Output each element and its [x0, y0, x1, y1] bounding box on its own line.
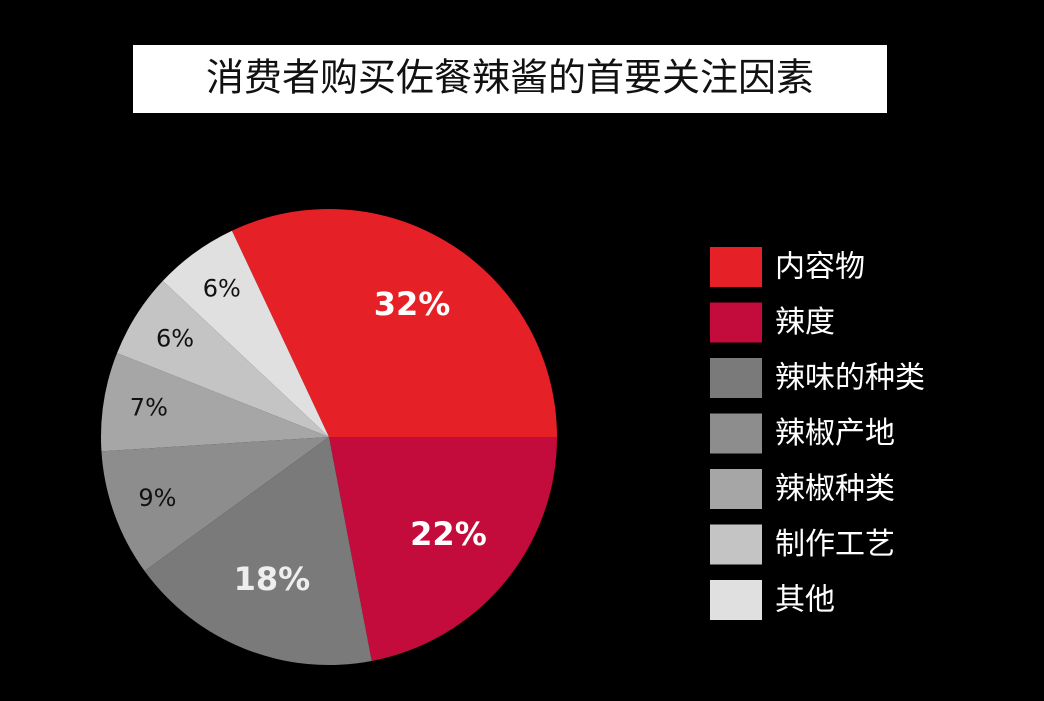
chart-title: 消费者购买佐餐辣酱的首要关注因素: [206, 56, 814, 100]
legend-label: 内容物: [775, 250, 865, 285]
legend-swatch: [710, 413, 762, 454]
legend-swatch: [710, 469, 762, 509]
legend-label: 其他: [775, 583, 835, 618]
data-label: 9%: [138, 484, 176, 512]
pie-slice: [117, 280, 330, 437]
pie-slice: [231, 209, 558, 437]
pie-slice: [329, 437, 557, 661]
pie-slice: [162, 230, 329, 437]
legend-swatch: [710, 358, 762, 398]
pie-slice: [144, 437, 372, 665]
legend-swatch: [710, 524, 762, 565]
legend-swatch: [710, 302, 762, 343]
data-label: 18%: [234, 560, 311, 598]
data-label: 6%: [203, 274, 241, 302]
pie-slice: [101, 437, 329, 572]
data-label: 22%: [410, 515, 487, 553]
legend-label: 辣椒产地: [775, 416, 895, 451]
legend-swatch: [710, 580, 762, 620]
legend-label: 制作工艺: [775, 527, 895, 562]
data-label: 7%: [130, 393, 168, 421]
legend-label: 辣椒种类: [775, 472, 895, 507]
data-label: 32%: [374, 285, 451, 323]
pie-slice: [101, 353, 329, 452]
data-label: 6%: [156, 324, 194, 352]
title-box: [133, 45, 887, 113]
legend-swatch: [710, 247, 762, 287]
legend-label: 辣度: [775, 305, 835, 340]
legend-label: 辣味的种类: [775, 361, 925, 396]
